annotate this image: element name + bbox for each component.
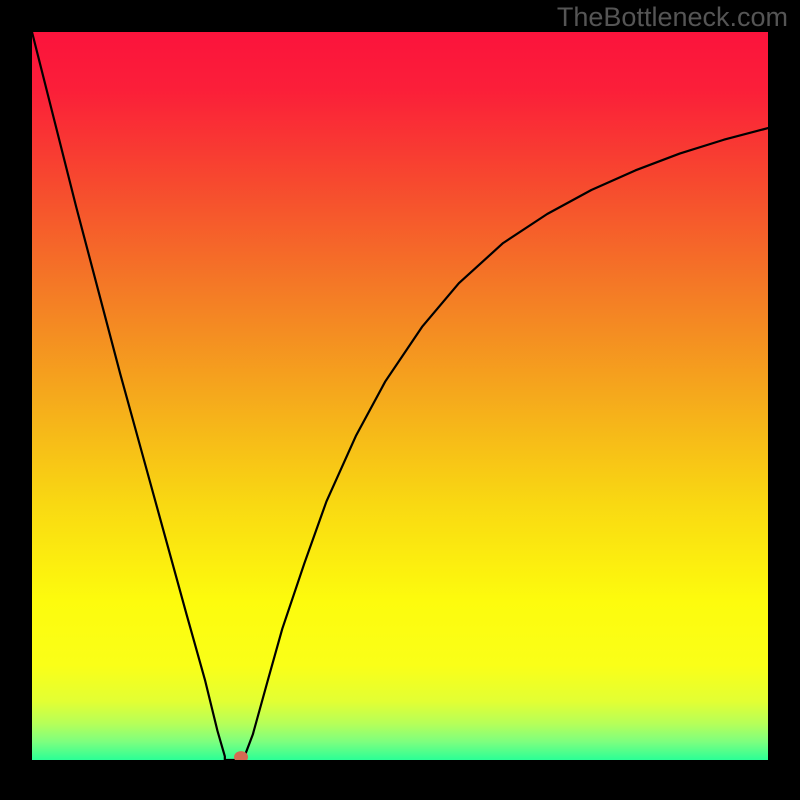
gradient-background	[32, 32, 768, 760]
chart-svg	[32, 32, 768, 760]
watermark-text: TheBottleneck.com	[557, 2, 788, 33]
plot-area	[32, 32, 768, 760]
